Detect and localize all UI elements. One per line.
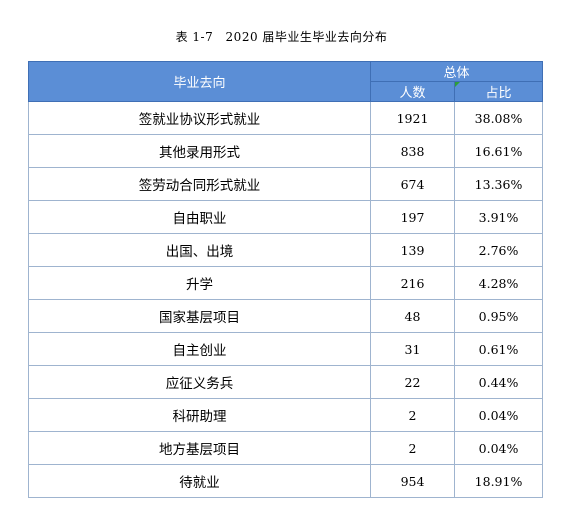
comment-marker-icon	[455, 82, 460, 87]
row-category: 升学	[28, 266, 371, 300]
header-category: 毕业去向	[28, 61, 371, 102]
row-category: 地方基层项目	[28, 431, 371, 465]
row-percent: 18.91%	[453, 464, 544, 498]
table-row: 国家基层项目 48 0.95%	[28, 299, 544, 333]
row-category: 签劳动合同形式就业	[28, 167, 371, 201]
row-count: 139	[370, 233, 455, 267]
row-category: 待就业	[28, 464, 371, 498]
row-count: 1921	[370, 101, 455, 135]
row-count: 197	[370, 200, 455, 234]
row-percent: 4.28%	[453, 266, 544, 300]
table-caption: 表 1-7 2020 届毕业生毕业去向分布	[0, 28, 563, 45]
row-category: 其他录用形式	[28, 134, 371, 168]
header-count: 人数	[370, 81, 455, 102]
row-count: 674	[370, 167, 455, 201]
row-percent: 0.95%	[453, 299, 544, 333]
row-percent: 3.91%	[453, 200, 544, 234]
table-row: 自由职业 197 3.91%	[28, 200, 544, 234]
table-row: 自主创业 31 0.61%	[28, 332, 544, 366]
row-count: 954	[370, 464, 455, 498]
row-percent: 16.61%	[453, 134, 544, 168]
table-row: 科研助理 2 0.04%	[28, 398, 544, 432]
row-count: 2	[370, 431, 455, 465]
row-percent: 0.04%	[453, 398, 544, 432]
row-category: 自由职业	[28, 200, 371, 234]
row-category: 自主创业	[28, 332, 371, 366]
row-count: 216	[370, 266, 455, 300]
row-percent: 0.61%	[453, 332, 544, 366]
row-percent: 2.76%	[453, 233, 544, 267]
table-row: 地方基层项目 2 0.04%	[28, 431, 544, 465]
table-row: 签就业协议形式就业 1921 38.08%	[28, 101, 544, 135]
table-row: 待就业 954 18.91%	[28, 464, 544, 498]
table-row: 签劳动合同形式就业 674 13.36%	[28, 167, 544, 201]
row-category: 国家基层项目	[28, 299, 371, 333]
row-count: 48	[370, 299, 455, 333]
row-percent: 13.36%	[453, 167, 544, 201]
table-row: 其他录用形式 838 16.61%	[28, 134, 544, 168]
table-header: 毕业去向 总体 人数 占比	[28, 61, 544, 102]
row-category: 应征义务兵	[28, 365, 371, 399]
table-number: 表 1-7	[175, 30, 214, 44]
table-row: 出国、出境 139 2.76%	[28, 233, 544, 267]
table-title: 2020 届毕业生毕业去向分布	[225, 30, 388, 44]
destination-table: 毕业去向 总体 人数 占比 签就业协议形式就业 1921 38.08% 其他录用形式 8…	[28, 61, 544, 498]
row-category: 出国、出境	[28, 233, 371, 267]
header-percent: 占比	[453, 81, 544, 102]
table-row: 应征义务兵 22 0.44%	[28, 365, 544, 399]
table-row: 升学 216 4.28%	[28, 266, 544, 300]
row-percent: 0.44%	[453, 365, 544, 399]
row-percent: 0.04%	[453, 431, 544, 465]
header-group-total: 总体	[369, 61, 544, 82]
row-count: 838	[370, 134, 455, 168]
row-category: 科研助理	[28, 398, 371, 432]
row-category: 签就业协议形式就业	[28, 101, 371, 135]
header-percent-label: 占比	[485, 86, 512, 101]
row-count: 2	[370, 398, 455, 432]
row-count: 22	[370, 365, 455, 399]
table-body: 签就业协议形式就业 1921 38.08% 其他录用形式 838 16.61% 签劳动合同形…	[28, 101, 544, 498]
row-percent: 38.08%	[453, 101, 544, 135]
row-count: 31	[370, 332, 455, 366]
